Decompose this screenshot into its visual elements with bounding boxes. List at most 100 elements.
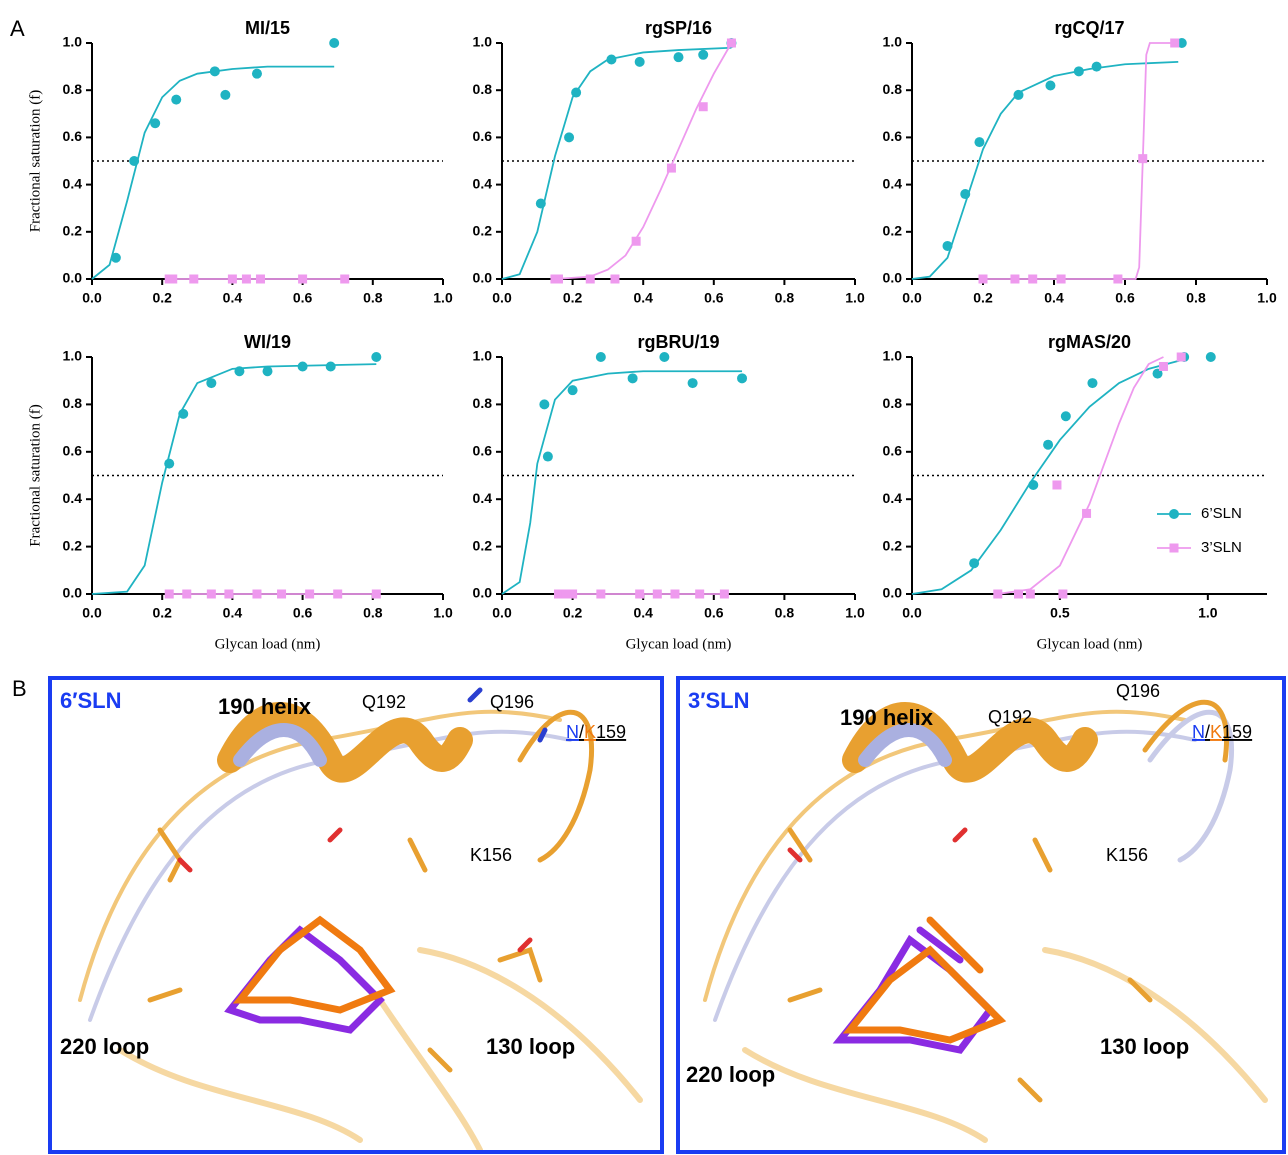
- y-tick-label: 0.2: [63, 223, 83, 239]
- data-point: [251, 68, 262, 79]
- panel-label: B: [12, 676, 27, 701]
- y-tick-label: 0.8: [473, 395, 493, 411]
- chart-title: rgCQ/17: [1054, 18, 1124, 38]
- y-tick-label: 1.0: [473, 34, 493, 50]
- x-tick-label: 1.0: [1198, 605, 1218, 621]
- residue-part: /: [1205, 722, 1210, 742]
- data-point: [252, 589, 262, 599]
- data-point: [340, 274, 350, 284]
- x-tick-label: 0.0: [82, 605, 102, 621]
- y-tick-label: 0.0: [63, 585, 83, 601]
- legend-label: 6’SLN: [1201, 505, 1242, 522]
- y-tick-label: 0.8: [883, 395, 903, 411]
- data-point: [553, 274, 563, 284]
- data-point: [539, 399, 550, 410]
- data-point: [168, 274, 178, 284]
- y-axis-label: Fractional saturation (f): [27, 90, 43, 232]
- x-tick-label: 0.8: [775, 605, 795, 621]
- data-point: [164, 589, 174, 599]
- data-point: [659, 352, 670, 362]
- data-point: [1043, 439, 1054, 450]
- data-point: [561, 589, 571, 599]
- y-tick-label: 0.0: [63, 270, 83, 286]
- data-point: [595, 352, 606, 362]
- data-point: [1113, 274, 1123, 284]
- data-point: [1014, 589, 1023, 599]
- x-axis-label: Glycan load (nm): [215, 636, 321, 652]
- data-point: [1060, 411, 1071, 422]
- residue-label: K156: [1106, 845, 1148, 865]
- y-tick-label: 1.0: [883, 348, 903, 364]
- data-point: [627, 373, 638, 384]
- data-point: [1073, 66, 1084, 77]
- data-point: [1176, 352, 1186, 362]
- x-tick-label: 0.0: [902, 605, 922, 621]
- data-point: [371, 589, 381, 599]
- data-point: [719, 589, 729, 599]
- data-point: [564, 132, 575, 143]
- fit-curve: [501, 46, 732, 280]
- x-tick-label: 0.4: [633, 290, 653, 306]
- data-point: [1013, 89, 1024, 100]
- residue-label: Q192: [362, 692, 406, 712]
- data-point: [1025, 589, 1035, 599]
- data-point: [606, 54, 617, 65]
- region-label: 130 loop: [486, 1034, 575, 1059]
- y-tick-label: 0.2: [883, 223, 903, 239]
- data-point: [234, 366, 245, 377]
- y-tick-label: 0.0: [473, 270, 493, 286]
- residue-label: N/K159: [1192, 722, 1252, 742]
- data-point: [297, 361, 308, 372]
- x-tick-label: 0.2: [152, 290, 172, 306]
- chart-title: rgBRU/19: [637, 332, 719, 352]
- y-tick-label: 0.4: [63, 490, 83, 506]
- y-tick-label: 0.4: [883, 490, 903, 506]
- y-tick-label: 0.4: [473, 175, 493, 191]
- structure-title: 6′SLN: [60, 688, 122, 713]
- chart-title: rgSP/16: [645, 18, 712, 38]
- x-tick-label: 0.0: [492, 290, 512, 306]
- data-point: [305, 589, 315, 599]
- data-point: [698, 49, 709, 60]
- x-tick-label: 1.0: [433, 605, 453, 621]
- legend-label: 3’SLN: [1201, 539, 1242, 556]
- data-point: [978, 274, 988, 284]
- data-point: [1176, 38, 1187, 48]
- y-tick-label: 0.2: [473, 537, 493, 553]
- data-point: [666, 163, 676, 173]
- data-point: [969, 558, 980, 569]
- data-point: [1010, 274, 1020, 284]
- y-tick-label: 0.6: [883, 128, 903, 144]
- data-point: [634, 56, 645, 67]
- y-tick-label: 0.6: [883, 443, 903, 459]
- data-point: [596, 589, 606, 599]
- fit-curve: [554, 42, 733, 280]
- region-label: 220 loop: [686, 1062, 775, 1087]
- x-tick-label: 0.6: [293, 290, 313, 306]
- data-point: [277, 589, 287, 599]
- x-tick-label: 0.2: [152, 605, 172, 621]
- data-point: [1138, 154, 1148, 164]
- y-axis-label: Fractional saturation (f): [27, 404, 43, 546]
- chart-title: rgMAS/20: [1048, 332, 1131, 352]
- data-point: [631, 236, 641, 246]
- y-tick-label: 0.0: [473, 585, 493, 601]
- x-tick-label: 1.0: [845, 290, 865, 306]
- x-tick-label: 0.2: [563, 290, 583, 306]
- residue-part: N: [1192, 722, 1205, 742]
- data-point: [206, 378, 217, 389]
- data-point: [974, 137, 985, 148]
- region-label: 190 helix: [218, 694, 312, 719]
- data-point: [110, 252, 121, 263]
- residue-part: 159: [596, 722, 626, 742]
- x-tick-label: 0.6: [1115, 290, 1135, 306]
- data-point: [164, 458, 175, 469]
- data-point: [224, 589, 234, 599]
- data-point: [1091, 61, 1102, 72]
- data-point: [960, 189, 971, 200]
- data-point: [737, 373, 748, 384]
- data-point: [695, 589, 705, 599]
- data-point: [1152, 368, 1163, 379]
- y-tick-label: 0.6: [63, 443, 83, 459]
- data-point: [209, 66, 220, 77]
